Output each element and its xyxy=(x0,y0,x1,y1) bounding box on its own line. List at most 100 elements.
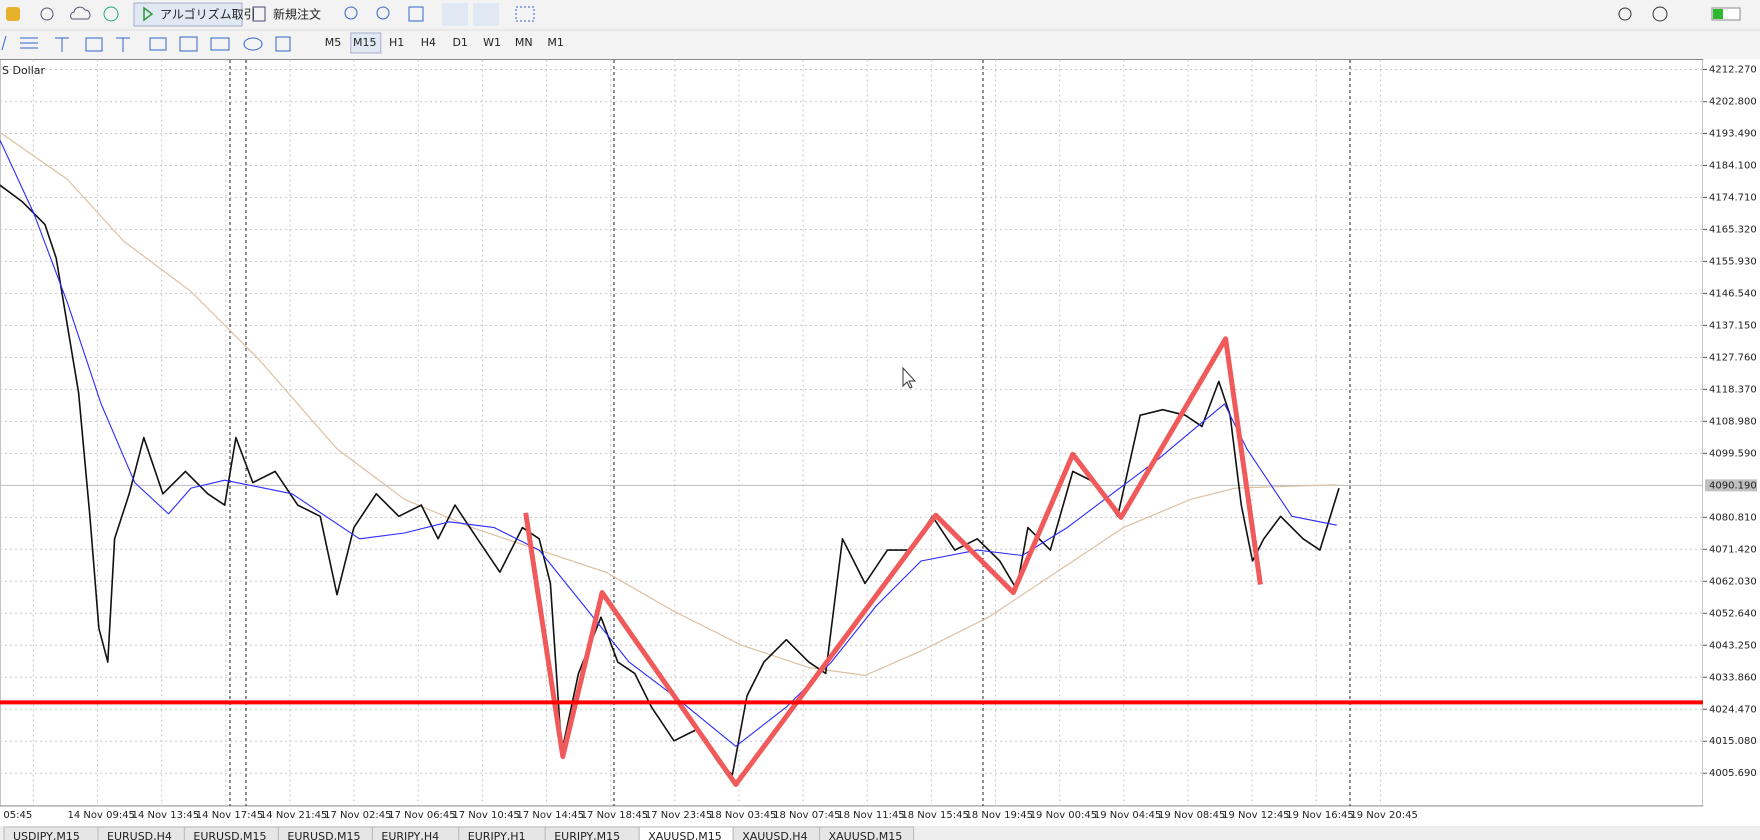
tool[interactable] xyxy=(1,35,7,51)
timeframe[interactable]: H1 xyxy=(389,36,404,49)
y-tick-label: 4174.710 xyxy=(1709,192,1757,203)
timeframe[interactable]: D1 xyxy=(452,36,467,49)
grid xyxy=(0,59,1703,806)
tab-label[interactable]: XAUUSD,M15 xyxy=(648,830,722,840)
timeframe-active[interactable] xyxy=(350,32,382,54)
zoom-out[interactable] xyxy=(376,6,390,20)
series xyxy=(0,131,1703,787)
tool[interactable] xyxy=(275,36,291,52)
tile-icon[interactable] xyxy=(408,6,424,22)
y-tick-label: 4062.030 xyxy=(1709,576,1757,587)
shift-icon[interactable] xyxy=(473,3,499,26)
tab-label[interactable]: XAUUSD,M15 xyxy=(829,830,903,840)
last-price-box xyxy=(1705,479,1757,492)
x-tick-label: 18 Nov 15:45 xyxy=(901,810,968,821)
y-tick-label: 4202.800 xyxy=(1709,97,1757,108)
x-tick-label: 17 Nov 23:45 xyxy=(645,810,712,821)
x-tick-label: 17 Nov 06:45 xyxy=(388,810,455,821)
y-tick-label: 4137.150 xyxy=(1709,320,1757,331)
tab-label[interactable]: EURJPY,H1 xyxy=(468,830,526,840)
tool[interactable] xyxy=(179,36,198,52)
cloud-icon[interactable] xyxy=(70,6,91,20)
price-line xyxy=(523,336,1263,787)
x-tick-label: 18 Nov 07:45 xyxy=(773,810,840,821)
tool[interactable] xyxy=(210,37,230,51)
last-price-label: 4090.190 xyxy=(1709,480,1757,491)
globe-icon[interactable] xyxy=(103,6,119,22)
tab-label[interactable]: EURJPY,M15 xyxy=(554,830,620,840)
account-icon[interactable] xyxy=(1652,6,1668,22)
y-tick-label: 4015.080 xyxy=(1709,736,1757,747)
y-tick-label: 4080.810 xyxy=(1709,512,1757,523)
period-separators xyxy=(229,60,1351,806)
axis-bg xyxy=(1703,59,1760,806)
x-tick-label: 19 Nov 00:45 xyxy=(1030,810,1097,821)
y-tick-label: 4193.490 xyxy=(1709,128,1757,139)
new-order-icon[interactable] xyxy=(252,6,266,22)
tab-label[interactable]: EURUSD,M15 xyxy=(287,830,360,840)
y-tick-label: 4165.320 xyxy=(1709,224,1757,235)
screenshot-icon[interactable] xyxy=(515,6,535,22)
x-tick-label: 14 Nov 09:45 xyxy=(68,810,135,821)
y-tick-label: 4024.470 xyxy=(1709,704,1757,715)
timeframe[interactable]: H4 xyxy=(421,36,436,49)
drawing-tools xyxy=(1,35,291,52)
tool[interactable] xyxy=(55,37,69,52)
toolbar: アルゴリズム取引 新規注文 xyxy=(0,2,1760,52)
timeframe[interactable]: M1 xyxy=(547,36,564,49)
timeframe-bar: M5 M15 H1 H4 D1 W1 MN M1 xyxy=(325,32,564,54)
tab-label[interactable]: XAUUSD,H4 xyxy=(742,830,807,840)
x-tick-label: 19 Nov 08:45 xyxy=(1158,810,1225,821)
x-tick-label: 19 Nov 16:45 xyxy=(1286,810,1353,821)
lock-icon[interactable] xyxy=(6,7,20,21)
x-tick-label: 17 Nov 14:45 xyxy=(517,810,584,821)
tab[interactable] xyxy=(819,826,915,840)
tab-label[interactable]: EURJPY,H4 xyxy=(381,830,439,840)
x-tick-label: 19 Nov 04:45 xyxy=(1094,810,1161,821)
x-tick-label: 17 Nov 18:45 xyxy=(581,810,648,821)
y-tick-label: 4005.690 xyxy=(1709,768,1757,779)
x-tick-label: 19 Nov 20:45 xyxy=(1350,810,1417,821)
tool[interactable] xyxy=(85,37,103,52)
x-tick-label: 19 Nov 12:45 xyxy=(1222,810,1289,821)
y-tick-label: 4108.980 xyxy=(1709,416,1757,427)
price-line xyxy=(0,131,1337,677)
tab-label[interactable]: USDJPY,M15 xyxy=(13,830,80,840)
y-tick-label: 4033.860 xyxy=(1709,672,1757,683)
tool[interactable] xyxy=(20,37,38,49)
x-tick-label: 18 Nov 11:45 xyxy=(837,810,904,821)
tab-label[interactable]: EURUSD,M15 xyxy=(193,830,266,840)
x-tick-label: 05:45 xyxy=(3,810,32,821)
price-line xyxy=(0,184,1340,776)
signal-icon[interactable] xyxy=(40,7,54,21)
timeframe[interactable]: W1 xyxy=(483,36,501,49)
algo-trading-button[interactable] xyxy=(133,2,243,27)
symbol-label: S Dollar xyxy=(2,64,46,77)
search-icon[interactable] xyxy=(1618,7,1632,21)
y-tick-label: 4127.760 xyxy=(1709,352,1757,363)
tool[interactable] xyxy=(243,37,263,51)
tool[interactable] xyxy=(149,37,167,51)
timeframe[interactable]: M15 xyxy=(353,36,377,49)
algo-trading-label: アルゴリズム取引 xyxy=(160,7,256,22)
tool[interactable] xyxy=(116,37,130,52)
tabs: USDJPY,M15 EURUSD,H4 EURUSD,M15 EURUSD,M15 E… xyxy=(3,826,915,840)
play-icon xyxy=(143,6,154,22)
zoom-in[interactable] xyxy=(344,6,358,20)
x-tick-label: 14 Nov 17:45 xyxy=(196,810,263,821)
timeframe[interactable]: M5 xyxy=(325,36,342,49)
y-tick-label: 4146.540 xyxy=(1709,288,1757,299)
y-tick-label: 4071.420 xyxy=(1709,544,1757,555)
x-tick-label: 18 Nov 19:45 xyxy=(966,810,1033,821)
mouse-cursor xyxy=(902,366,917,389)
timeframe[interactable]: MN xyxy=(515,36,533,49)
y-tick-label: 4212.270 xyxy=(1709,64,1757,75)
new-order-label[interactable]: 新規注文 xyxy=(273,7,321,22)
y-tick-label: 4099.590 xyxy=(1709,448,1757,459)
scroll-icon[interactable] xyxy=(442,3,468,26)
x-tick-label: 18 Nov 03:45 xyxy=(709,810,776,821)
y-tick-label: 4052.640 xyxy=(1709,608,1757,619)
tab-label[interactable]: EURUSD,H4 xyxy=(107,830,172,840)
